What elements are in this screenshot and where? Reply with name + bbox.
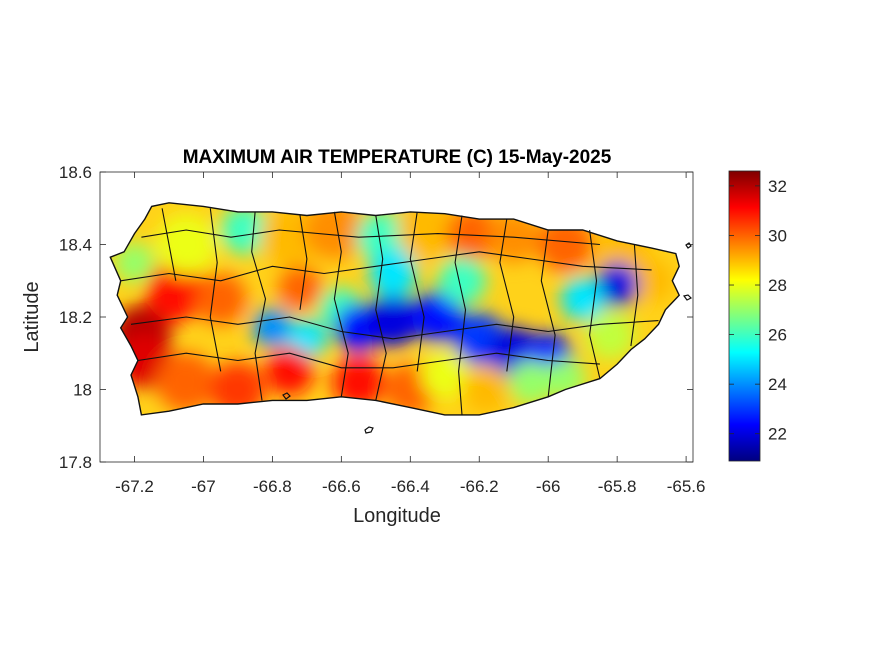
municipality-boundary [630, 244, 639, 347]
temperature-blob [438, 256, 486, 305]
y-axis: 17.8 18 18.2 18.4 18.6 [59, 163, 693, 472]
islets [282, 242, 693, 434]
municipality-boundary [409, 211, 425, 372]
x-axis-label: Longitude [353, 505, 441, 527]
municipality-boundary [137, 352, 600, 369]
islet-south [364, 426, 374, 434]
temperature-blob [156, 352, 217, 413]
x-tick-label: -65.6 [667, 477, 706, 496]
y-tick-label: 17.8 [59, 453, 92, 472]
temperature-blob [194, 272, 247, 325]
x-axis: -67.2 -67 -66.8 -66.6 -66.4 -66.2 -66 -65.8 -65.… [115, 172, 705, 496]
islet-east-2 [682, 294, 693, 301]
colorbar-tick-label: 28 [768, 276, 787, 295]
colorbar-tick-label: 30 [768, 226, 787, 245]
islet-east-1 [685, 242, 692, 249]
municipality-boundary [375, 215, 387, 401]
temperature-blob [114, 242, 155, 283]
temperature-blob [252, 307, 293, 348]
temperature-blob [367, 294, 420, 347]
colorbar-tick-label: 22 [768, 425, 787, 444]
x-tick-label: -66.2 [460, 477, 499, 496]
municipality-boundaries [120, 208, 659, 415]
municipality-boundary [141, 229, 600, 246]
temperature-blob [509, 360, 553, 405]
temperature-field [110, 202, 680, 415]
x-tick-label: -66.4 [391, 477, 430, 496]
colorbar-tick-label: 32 [768, 177, 787, 196]
temperature-blob [259, 207, 320, 268]
colorbar-ticks: 22 24 26 28 30 32 [729, 177, 787, 444]
y-tick-label: 18.2 [59, 308, 92, 327]
x-tick-label: -66.6 [322, 477, 361, 496]
temperature-blob [595, 262, 640, 307]
temperature-blob [446, 207, 499, 260]
colorbar-tick-label: 24 [768, 375, 787, 394]
temperature-blob [420, 351, 469, 399]
temperature-blob [265, 347, 314, 396]
municipality-boundary [454, 215, 467, 415]
temperature-blob [560, 276, 605, 321]
municipality-boundary [589, 229, 601, 379]
temperature-blob [304, 202, 365, 260]
colorbar-tick-label: 26 [768, 326, 787, 345]
y-axis-label: Latitude [21, 281, 43, 352]
chart-title: MAXIMUM AIR TEMPERATURE (C) 15-May-2025 [183, 147, 612, 168]
municipality-boundary [540, 229, 556, 397]
temperature-blob [462, 365, 511, 414]
y-tick-label: 18 [73, 381, 92, 400]
islet-west [282, 392, 291, 400]
temperature-blob [369, 249, 418, 298]
y-tick-label: 18.4 [59, 236, 92, 255]
municipality-boundary [120, 251, 652, 282]
municipality-boundary [209, 208, 222, 372]
temperature-blob [411, 291, 464, 343]
municipality-boundary [499, 219, 515, 372]
island-coastline [109, 202, 681, 416]
x-tick-label: -65.8 [598, 477, 637, 496]
municipality-boundary [161, 208, 177, 281]
colorbar: 22 24 26 28 30 32 [728, 170, 787, 462]
x-tick-label: -66 [536, 477, 561, 496]
y-tick-label: 18.6 [59, 163, 92, 182]
temperature-blob [220, 206, 269, 254]
municipality-boundary [299, 215, 308, 310]
x-tick-label: -67 [191, 477, 216, 496]
x-tick-label: -66.8 [253, 477, 292, 496]
colorbar-gradient [728, 170, 761, 462]
temperature-blob [156, 214, 217, 275]
municipality-boundary [251, 211, 267, 401]
temperature-blob [278, 266, 322, 310]
x-tick-label: -67.2 [115, 477, 154, 496]
municipality-boundary [130, 316, 659, 340]
